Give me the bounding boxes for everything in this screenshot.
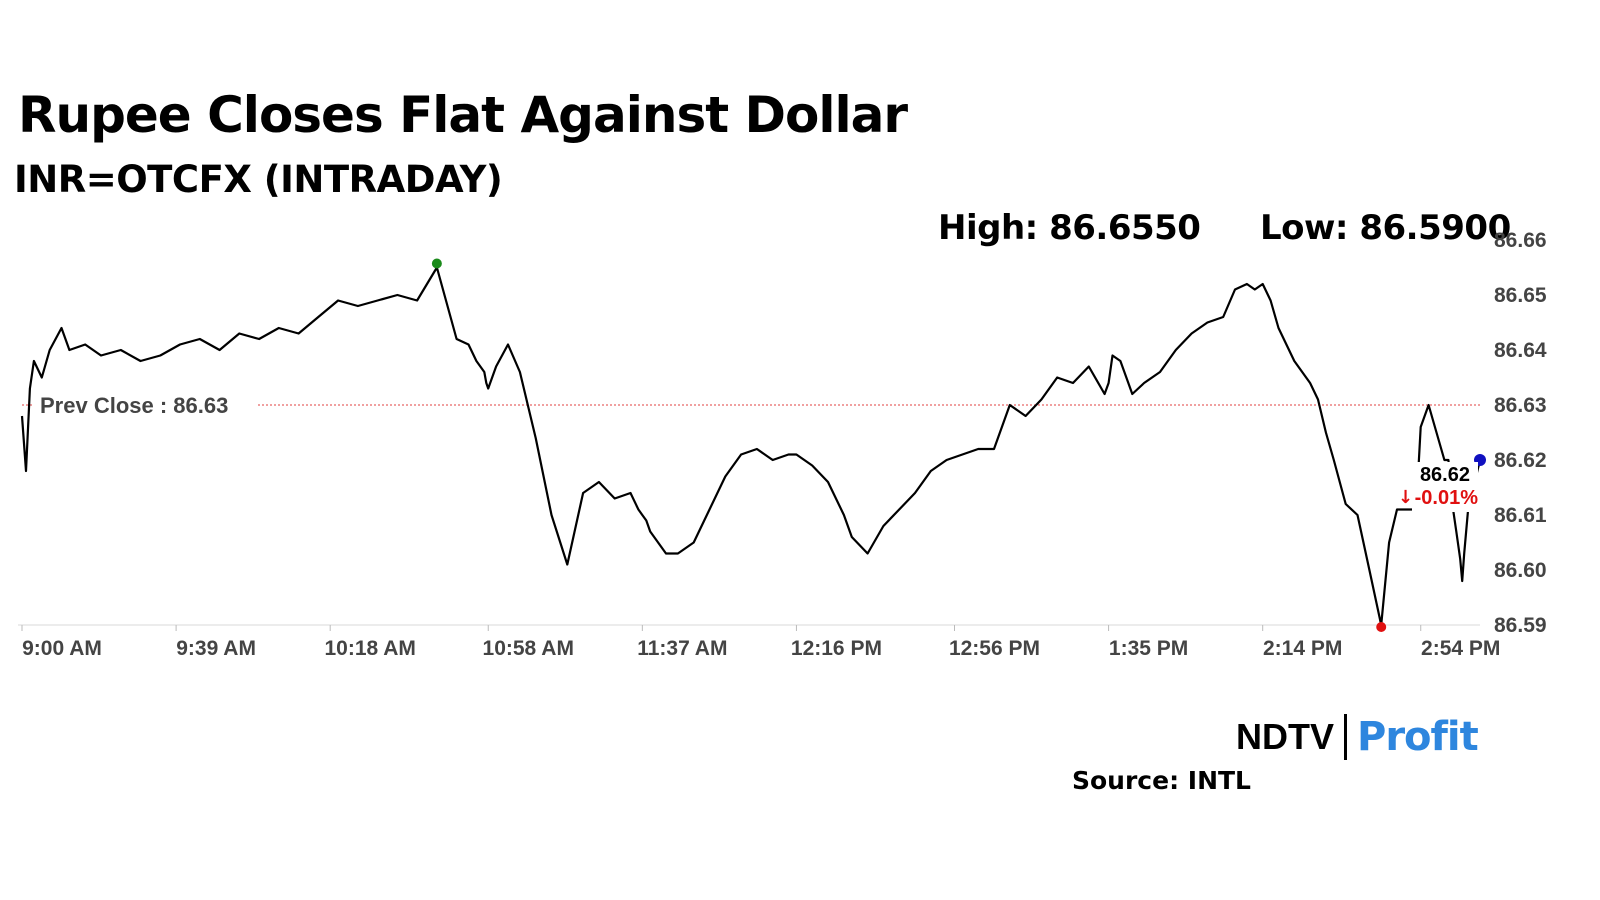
high-value-label: High: 86.6550 — [938, 208, 1201, 248]
y-tick-label: 86.62 — [1494, 449, 1547, 472]
prev-close-label-bg — [32, 389, 256, 421]
x-tick-label: 11:37 AM — [637, 637, 727, 660]
y-tick-label: 86.64 — [1494, 339, 1547, 362]
y-tick-label: 86.65 — [1494, 284, 1547, 307]
x-tick-label: 10:18 AM — [324, 637, 415, 660]
y-tick-label: 86.63 — [1494, 394, 1547, 417]
last-value-label: 86.62 — [1420, 464, 1470, 486]
x-tick-label: 9:00 AM — [22, 637, 102, 660]
chart-title: Rupee Closes Flat Against Dollar — [18, 86, 908, 144]
x-tick-label: 9:39 AM — [176, 637, 256, 660]
down-arrow-icon: ↓ — [1398, 487, 1413, 508]
prev-close-label: Prev Close : 86.63 — [40, 393, 228, 418]
price-series-line — [20, 266, 1482, 627]
y-tick-label: 86.61 — [1494, 504, 1547, 527]
low-point-marker — [1376, 622, 1387, 632]
change-percent-label: -0.01% — [1415, 487, 1479, 509]
x-tick-label: 2:54 PM — [1421, 637, 1500, 660]
logo-profit-text: Profit — [1357, 714, 1479, 760]
last-value-callout-bg — [1412, 462, 1478, 512]
high-point-marker — [431, 258, 442, 269]
x-tick-label: 10:58 AM — [483, 637, 574, 660]
source-note: Source: INTL — [1072, 766, 1251, 795]
logo-divider — [1344, 714, 1347, 760]
y-tick-label: 86.66 — [1494, 229, 1547, 252]
x-tick-label: 12:56 PM — [949, 637, 1040, 660]
x-tick-label: 12:16 PM — [791, 637, 882, 660]
x-tick-label: 2:14 PM — [1263, 637, 1342, 660]
low-value-label: Low: 86.5900 — [1260, 208, 1511, 248]
ndtv-profit-logo: NDTV Profit — [1236, 712, 1479, 762]
x-tick-label: 1:35 PM — [1109, 637, 1188, 660]
logo-ndtv-text: NDTV — [1236, 716, 1334, 757]
y-tick-label: 86.60 — [1494, 559, 1547, 582]
chart-subtitle: INR=OTCFX (INTRADAY) — [14, 158, 503, 201]
y-tick-label: 86.59 — [1494, 614, 1547, 637]
